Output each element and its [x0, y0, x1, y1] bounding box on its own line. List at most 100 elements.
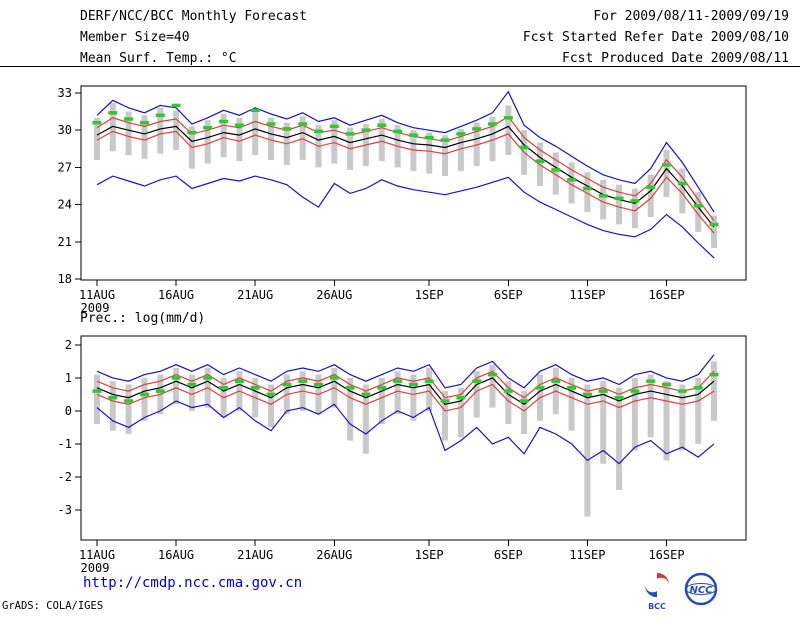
ncc-logo-globe-icon: NCC	[684, 572, 718, 606]
ensemble-spread-bar	[347, 377, 354, 441]
ensemble-spread-bar	[489, 364, 496, 408]
ensemble-spread-bar	[616, 184, 623, 225]
ensemble-spread-bar	[584, 172, 591, 212]
x-tick-label: 16SEP	[648, 288, 684, 302]
x-tick-label: 11SEP	[569, 288, 605, 302]
ensemble-spread-bar	[268, 384, 274, 428]
ensemble-spread-bar	[442, 135, 448, 176]
y-tick-label: 27	[58, 160, 72, 174]
ensemble-spread-bar	[695, 192, 702, 232]
grads-credit: GrADS: COLA/IGES	[2, 600, 104, 612]
page-title: DERF/NCC/BCC Monthly Forecast	[80, 9, 307, 24]
plot-frame	[80, 335, 747, 541]
ensemble-spread-bar	[426, 132, 433, 174]
ensemble-spread-bar	[679, 384, 686, 451]
ensemble-spread-bar	[173, 110, 180, 150]
x-tick-label: 1SEP	[415, 548, 444, 562]
ensemble-spread-bar	[394, 371, 401, 415]
ensemble-spread-bar	[711, 361, 717, 421]
series-ensemble-max	[96, 354, 715, 389]
ensemble-spread-bar	[663, 381, 670, 461]
series-ensemble-mean	[96, 377, 715, 406]
ensemble-spread-bar	[236, 117, 243, 162]
x-tick-label: 16SEP	[648, 548, 684, 562]
ensemble-spread-bar	[552, 152, 559, 195]
temp-chart-label: Mean Surf. Temp.: °C	[80, 51, 237, 66]
x-axis-year-label: 2009	[81, 301, 110, 314]
y-tick-label: 30	[58, 123, 72, 137]
ensemble-spread-bar	[457, 387, 464, 438]
y-tick-label: 1	[65, 371, 72, 385]
ensemble-spread-bar	[631, 188, 638, 229]
x-tick-label: 21AUG	[237, 548, 273, 562]
x-tick-label: 26AUG	[316, 288, 352, 302]
series-ensemble-min	[96, 175, 715, 259]
ensemble-spread-bar	[362, 384, 369, 454]
ensemble-spread-bar	[663, 150, 670, 198]
ensemble-spread-bar	[173, 368, 180, 405]
fcst-produced-label: Fcst Produced Date 2009/08/11	[562, 51, 789, 66]
ensemble-spread-bar	[600, 179, 607, 220]
ensemble-spread-bar	[457, 128, 464, 172]
ensemble-spread-bar	[679, 168, 686, 214]
temperature-chart: 18 21 24 27 30 33 11AUG 16AUG 21AUG 26AUG 1SEP 6SEP…	[58, 85, 747, 314]
series-lower-quartile	[96, 130, 715, 234]
ensemble-spread-bar	[157, 107, 164, 154]
series-lower-quartile	[96, 383, 715, 412]
ensemble-spread-bar	[331, 120, 338, 164]
x-tick-label: 11AUG	[79, 548, 115, 562]
x-tick-label: 6SEP	[494, 548, 523, 562]
series-ensemble-mean	[96, 125, 715, 228]
forecast-range-label: For 2009/08/11-2009/09/19	[593, 9, 789, 24]
ensemble-spread-bar	[568, 377, 575, 431]
x-tick-label: 11AUG	[79, 288, 115, 302]
y-tick-label: -2	[58, 470, 72, 484]
ensemble-spread-bar	[204, 120, 211, 164]
precipitation-chart: -3 -2 -1 0 1 2 11AUG 16AUG 21AUG 26AUG 1SEP 6SEP 11S…	[58, 335, 747, 574]
prec-chart-label: Prec.: log(mm/d)	[80, 311, 206, 326]
ensemble-spread-bar	[109, 102, 116, 152]
ensemble-spread-bar	[94, 117, 100, 160]
series-ensemble-max	[96, 90, 715, 213]
y-tick-label: 33	[58, 86, 72, 100]
ensemble-spread-bar	[125, 111, 132, 155]
ensemble-spread-bar	[109, 381, 116, 431]
member-size-label: Member Size=40	[80, 30, 190, 45]
ensemble-spread-bar	[268, 117, 274, 160]
y-tick-label: 2	[65, 338, 72, 352]
ensemble-spread-bar	[378, 377, 385, 425]
series-ensemble-min	[96, 400, 715, 465]
header-divider	[0, 66, 800, 67]
series-upper-quartile	[96, 370, 715, 399]
ensemble-spread-bar	[125, 384, 132, 434]
fcst-started-label: Fcst Started Refer Date 2009/08/10	[522, 30, 789, 45]
x-tick-label: 11SEP	[569, 548, 605, 562]
bcc-logo-label: BCC	[648, 602, 666, 611]
ncc-logo-label: NCC	[689, 585, 713, 596]
ensemble-spread-bar	[616, 387, 623, 491]
ensemble-spread-bar	[631, 377, 638, 451]
y-tick-label: 0	[65, 404, 72, 418]
y-tick-label: 18	[58, 272, 72, 286]
ensemble-spread-bar	[141, 115, 148, 159]
ensemble-spread-bar	[647, 174, 654, 217]
y-tick-label: -1	[58, 437, 72, 451]
ensemble-spread-bar	[252, 111, 259, 155]
y-tick-label: 21	[58, 235, 72, 249]
ensemble-spread-bar	[647, 374, 654, 438]
y-tick-label: 24	[58, 198, 72, 212]
ensemble-spread-bar	[410, 374, 417, 421]
ensemble-spread-bar	[568, 162, 575, 204]
y-tick-label: -3	[58, 503, 72, 517]
x-tick-label: 16AUG	[158, 288, 194, 302]
x-tick-label: 6SEP	[494, 288, 523, 302]
cmdp-url-link[interactable]: http://cmdp.ncc.cma.gov.cn	[83, 575, 303, 591]
ensemble-spread-bar	[521, 391, 528, 434]
ensemble-spread-bar	[141, 377, 148, 421]
ensemble-spread-bar	[600, 381, 607, 464]
ensemble-spread-bar	[442, 391, 448, 441]
ensemble-spread-bar	[378, 119, 385, 162]
plot-frame	[80, 85, 747, 281]
ensemble-spread-bar	[584, 384, 591, 517]
ensemble-spread-bar	[695, 377, 702, 444]
